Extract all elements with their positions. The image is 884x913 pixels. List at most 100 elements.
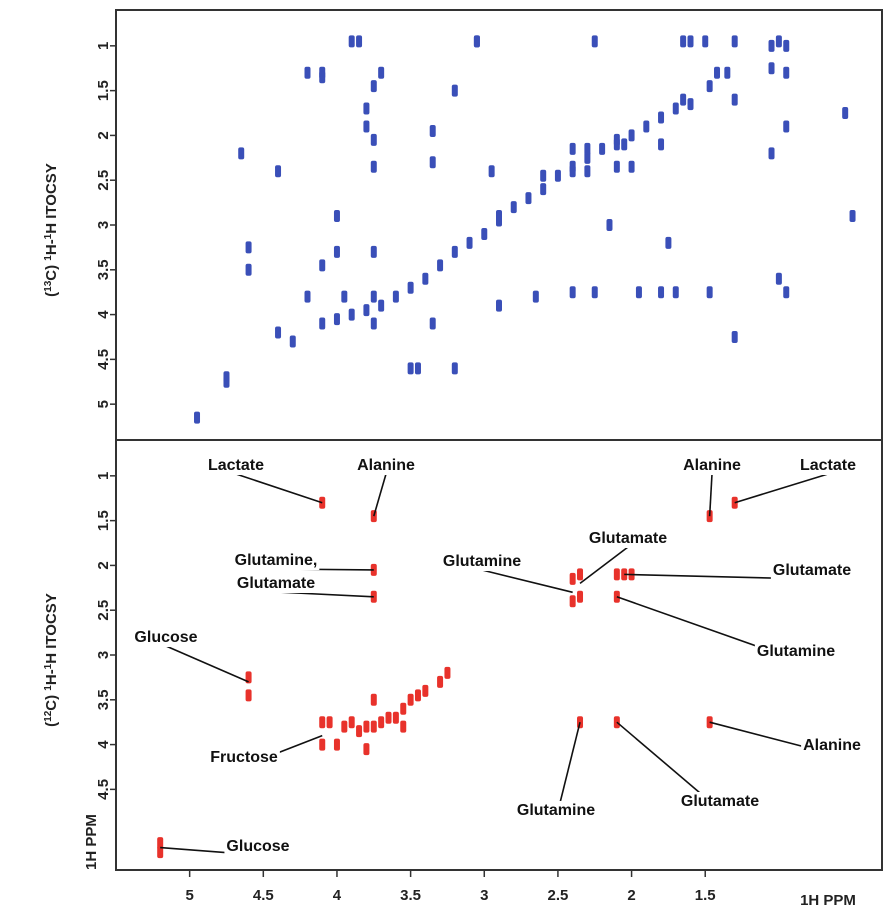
peak-marker <box>591 35 598 48</box>
peak-marker <box>768 147 775 160</box>
top-panel-peaks <box>194 35 856 424</box>
peak-marker <box>584 151 591 164</box>
peak-marker <box>238 147 245 160</box>
peak-marker <box>304 290 311 303</box>
peak-marker <box>363 720 370 733</box>
peak-marker <box>414 362 421 375</box>
annotation-bg <box>208 748 280 767</box>
annotation-bg <box>770 561 854 580</box>
peak-marker <box>348 716 355 729</box>
peak-marker <box>783 66 790 79</box>
peak-marker <box>643 120 650 133</box>
peak-marker <box>473 35 480 48</box>
peak-marker <box>319 738 326 751</box>
annotation-bg <box>132 628 200 647</box>
peak-marker <box>333 210 340 223</box>
peak-marker <box>370 510 377 523</box>
peak-marker <box>672 102 679 115</box>
peak-marker <box>702 35 709 48</box>
peak-marker <box>370 133 377 146</box>
peak-marker <box>363 120 370 133</box>
peak-marker <box>569 595 576 608</box>
bottom-panel-peaks <box>157 496 738 859</box>
peak-marker <box>333 738 340 751</box>
peak-marker <box>706 510 713 523</box>
y-tick-label: 4.5 <box>95 779 112 800</box>
peak-marker <box>584 165 591 178</box>
peak-marker <box>569 572 576 585</box>
annotation-label: Glutamine, <box>235 552 318 569</box>
peak-marker <box>687 98 694 111</box>
x-tick-label: 3.5 <box>400 887 421 904</box>
peak-marker <box>687 35 694 48</box>
peak-marker <box>400 702 407 715</box>
peak-marker <box>613 160 620 173</box>
peak-marker <box>341 290 348 303</box>
peak-marker <box>437 675 444 688</box>
annotation-label: Glutamate <box>237 575 315 592</box>
annotation-bg <box>797 456 859 475</box>
x-axis-unit-label: 1H PPM <box>800 892 856 909</box>
peak-marker <box>768 62 775 75</box>
peak-marker <box>540 169 547 182</box>
annotation-label: Glutamine <box>757 643 835 660</box>
peak-marker <box>569 165 576 178</box>
peak-marker <box>569 286 576 299</box>
peak-marker <box>319 317 326 330</box>
peak-marker <box>370 245 377 258</box>
top-panel-y-ticks: 1 1.5 2 2.5 3 3.5 4 4.5 5 <box>95 42 116 408</box>
annotation-bg <box>232 551 320 570</box>
annotation-bg <box>224 837 292 856</box>
peak-marker <box>532 290 539 303</box>
annotation-label: Glutamine <box>517 802 595 819</box>
peak-marker <box>370 720 377 733</box>
annotation-bg <box>355 456 417 475</box>
peak-marker <box>356 35 363 48</box>
peak-marker <box>370 80 377 93</box>
peak-marker <box>621 138 628 151</box>
annotation-bg <box>205 456 267 475</box>
peak-marker <box>628 160 635 173</box>
peak-marker <box>333 245 340 258</box>
peak-marker <box>577 590 584 603</box>
peak-marker <box>157 846 164 859</box>
peak-marker <box>731 35 738 48</box>
peak-marker <box>333 313 340 326</box>
y-tick-label: 1.5 <box>95 80 112 101</box>
peak-marker <box>157 837 164 850</box>
peak-marker <box>658 286 665 299</box>
peak-marker <box>370 290 377 303</box>
annotation-bg <box>514 801 598 820</box>
peak-marker <box>783 39 790 52</box>
peak-marker <box>451 362 458 375</box>
peak-marker <box>370 317 377 330</box>
peak-marker <box>422 684 429 697</box>
peak-marker <box>348 308 355 321</box>
y-tick-label: 5 <box>95 400 112 408</box>
annotation-leader <box>579 546 629 584</box>
peak-marker <box>569 142 576 155</box>
peak-marker <box>842 107 849 120</box>
peak-marker <box>665 236 672 249</box>
peak-marker <box>304 66 311 79</box>
annotation-label: Fructose <box>210 749 278 766</box>
peak-marker <box>444 666 451 679</box>
peak-marker <box>613 568 620 581</box>
peak-marker <box>400 720 407 733</box>
bottom-panel-y-ticks: 1 1.5 2 2.5 3 3.5 4 4.5 <box>95 472 116 800</box>
peak-marker <box>635 286 642 299</box>
peak-marker <box>378 716 385 729</box>
x-tick-label: 4 <box>333 887 342 904</box>
annotation-leader <box>165 645 249 683</box>
peak-marker <box>392 711 399 724</box>
y-tick-label: 1 <box>95 472 112 480</box>
peak-marker <box>437 259 444 272</box>
y-tick-label: 3 <box>95 651 112 659</box>
y-tick-label: 1.5 <box>95 510 112 531</box>
y-tick-label: 2.5 <box>95 170 112 191</box>
x-tick-label: 4.5 <box>253 887 274 904</box>
peak-marker <box>429 317 436 330</box>
peak-marker <box>194 411 201 424</box>
annotation-leader <box>708 473 713 517</box>
peak-marker <box>429 124 436 137</box>
